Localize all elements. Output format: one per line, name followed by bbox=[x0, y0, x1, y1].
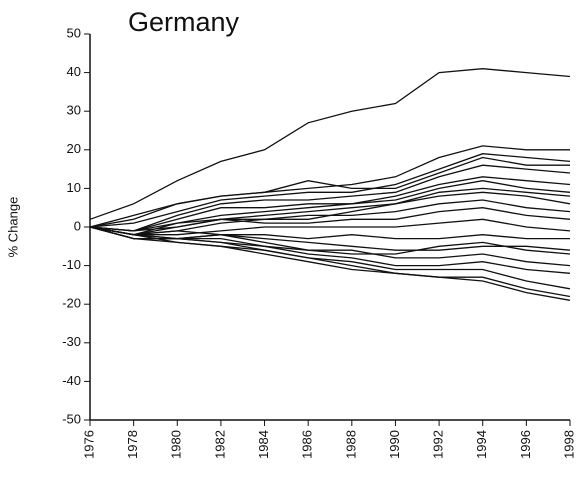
y-tick-label: 0 bbox=[74, 218, 81, 233]
x-tick-label: 1988 bbox=[343, 430, 358, 459]
y-tick-label: -10 bbox=[62, 257, 81, 272]
y-tick-label: -40 bbox=[62, 373, 81, 388]
x-tick-label: 1978 bbox=[125, 430, 140, 459]
x-tick-label: 1992 bbox=[431, 430, 446, 459]
y-tick-label: 10 bbox=[67, 180, 81, 195]
series-line bbox=[89, 226, 571, 301]
series-line bbox=[89, 68, 571, 220]
series-line bbox=[89, 226, 571, 255]
y-tick-label: -30 bbox=[62, 334, 81, 349]
series-line bbox=[89, 226, 571, 290]
x-tick-label: 1982 bbox=[212, 430, 227, 459]
y-tick-label: 50 bbox=[67, 25, 81, 40]
series-line bbox=[89, 226, 571, 274]
x-tick-label: 1986 bbox=[300, 430, 315, 459]
series-line bbox=[89, 218, 571, 236]
series-line bbox=[89, 164, 571, 232]
y-tick-label: 20 bbox=[67, 141, 81, 156]
x-tick-label: 1998 bbox=[561, 430, 576, 459]
y-tick-label: 40 bbox=[67, 64, 81, 79]
y-axis-label: % Change bbox=[5, 197, 20, 258]
y-tick-label: 30 bbox=[67, 103, 81, 118]
series-line bbox=[89, 153, 571, 228]
chart-title: Germany bbox=[128, 7, 240, 37]
x-tick-label: 1994 bbox=[474, 430, 489, 459]
x-tick-label: 1984 bbox=[256, 430, 271, 459]
series-line bbox=[89, 207, 571, 232]
x-tick-label: 1996 bbox=[518, 430, 533, 459]
x-tick-label: 1976 bbox=[81, 430, 96, 459]
y-tick-label: -50 bbox=[62, 411, 81, 426]
y-tick-label: -20 bbox=[62, 296, 81, 311]
series-line bbox=[89, 176, 571, 232]
x-tick-label: 1990 bbox=[387, 430, 402, 459]
series-line bbox=[89, 145, 570, 228]
x-tick-label: 1980 bbox=[169, 430, 184, 459]
